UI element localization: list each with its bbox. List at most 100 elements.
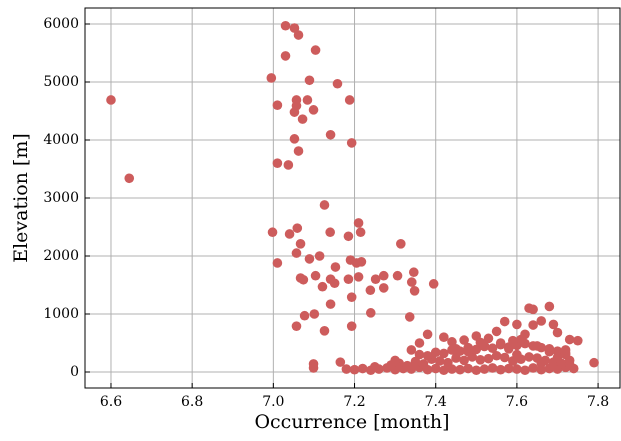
point — [524, 352, 534, 362]
point — [357, 363, 368, 374]
point — [414, 338, 425, 348]
point — [475, 355, 486, 365]
point — [392, 270, 403, 281]
point — [283, 160, 294, 170]
point — [378, 283, 389, 293]
point — [499, 352, 510, 363]
point — [284, 229, 295, 239]
point — [451, 353, 461, 363]
point — [560, 345, 571, 355]
point — [329, 278, 340, 289]
x-tick-label: 7.0 — [262, 394, 284, 410]
point — [356, 256, 367, 267]
plot-frame — [84, 7, 621, 389]
point — [536, 316, 547, 326]
point — [289, 23, 300, 33]
point — [272, 100, 283, 111]
point — [430, 347, 441, 358]
point — [520, 365, 530, 376]
point — [439, 365, 449, 376]
point — [309, 309, 320, 319]
point — [483, 353, 494, 364]
point — [355, 227, 366, 238]
point — [572, 335, 583, 346]
point — [289, 107, 300, 117]
point — [564, 334, 575, 345]
point — [272, 258, 283, 268]
point — [304, 75, 315, 86]
y-tick-label: 5000 — [43, 74, 79, 90]
point — [330, 262, 341, 272]
x-tick-label: 7.6 — [506, 394, 528, 410]
point — [487, 363, 498, 373]
point — [404, 312, 415, 322]
point — [414, 349, 425, 360]
point — [512, 319, 522, 330]
point — [528, 320, 538, 330]
point — [106, 95, 116, 105]
point — [353, 218, 364, 228]
point — [341, 364, 352, 374]
point — [343, 231, 354, 242]
point — [346, 138, 357, 148]
point — [495, 338, 506, 348]
point — [422, 350, 433, 361]
point — [499, 316, 510, 327]
y-tick-label: 1000 — [43, 306, 79, 322]
point — [297, 114, 308, 124]
x-tick-label: 6.6 — [100, 394, 122, 410]
point — [455, 364, 465, 375]
point — [487, 343, 498, 354]
point — [396, 239, 406, 249]
point — [302, 95, 313, 105]
point — [291, 321, 302, 331]
point — [409, 285, 420, 296]
point — [512, 364, 522, 374]
x-tick-label: 7.2 — [343, 394, 365, 410]
point — [370, 274, 381, 284]
point — [343, 274, 354, 284]
point — [434, 356, 445, 366]
point — [536, 358, 547, 369]
point — [280, 20, 291, 31]
point — [532, 341, 542, 351]
point — [353, 272, 364, 282]
point — [406, 345, 417, 355]
point — [267, 227, 278, 238]
point — [410, 356, 421, 367]
point — [544, 301, 555, 312]
point — [418, 359, 429, 369]
point — [310, 45, 321, 55]
point — [443, 357, 453, 368]
point — [422, 329, 433, 340]
point — [406, 277, 417, 287]
y-tick-label: 2000 — [43, 248, 79, 264]
point — [304, 254, 315, 264]
x-tick-label: 7.8 — [587, 394, 609, 410]
point — [390, 355, 400, 366]
point — [272, 158, 283, 169]
point — [503, 363, 514, 374]
point — [552, 327, 563, 338]
point — [463, 363, 473, 374]
point — [292, 223, 303, 233]
point — [402, 360, 413, 371]
point — [475, 337, 486, 348]
point — [317, 281, 328, 292]
point — [439, 348, 449, 359]
point — [528, 363, 538, 373]
point — [289, 134, 300, 144]
x-tick-label: 6.8 — [181, 394, 203, 410]
point — [335, 357, 346, 367]
point — [544, 346, 555, 357]
point — [491, 350, 502, 361]
point — [447, 337, 457, 347]
point — [516, 334, 526, 345]
point — [564, 355, 575, 366]
point — [344, 95, 355, 105]
point — [548, 319, 559, 330]
point — [314, 251, 325, 261]
point — [365, 285, 376, 296]
point — [439, 332, 449, 342]
